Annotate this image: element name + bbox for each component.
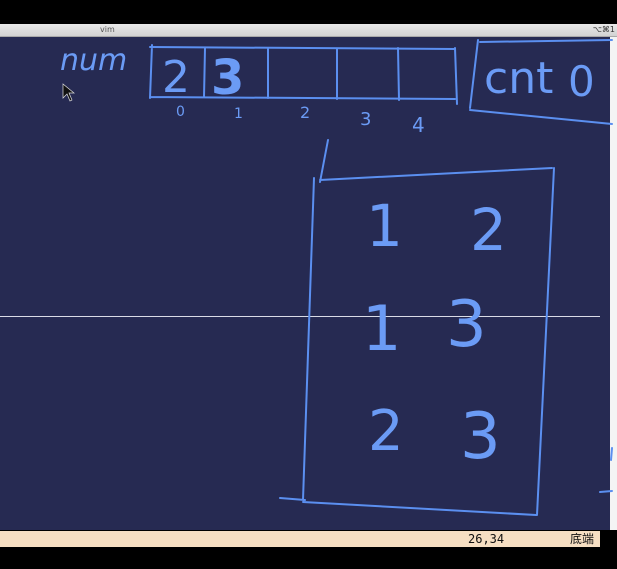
array-label: num — [60, 43, 127, 78]
array-cell-0: 2 — [162, 52, 190, 103]
array-index-1: 1 — [234, 106, 243, 122]
cursor-position: 26,34 — [468, 532, 505, 546]
pair-table-box — [279, 139, 555, 516]
window-title: vim — [100, 25, 115, 34]
stray-mark — [599, 447, 613, 493]
pair-0-first: 1 — [366, 192, 403, 260]
command-line[interactable] — [0, 547, 617, 569]
array-index-4: 4 — [412, 113, 425, 137]
counter-label: cnt — [484, 53, 553, 104]
counter-value: 0 — [568, 57, 595, 106]
array-index-3: 3 — [360, 109, 371, 130]
pair-1-first: 1 — [362, 292, 401, 365]
array-cell-dividers — [203, 47, 400, 101]
pair-0-second: 2 — [470, 196, 507, 264]
window-shortcut: ⌥⌘1 — [592, 25, 615, 34]
window-split-divider[interactable] — [0, 316, 600, 317]
counter-box — [469, 39, 613, 125]
scroll-position: 底端 — [570, 532, 595, 546]
pair-2-second: 3 — [460, 400, 501, 474]
array-index-0: 0 — [176, 104, 185, 120]
array-box — [149, 44, 458, 105]
pair-1-second: 3 — [446, 288, 487, 362]
pair-2-first: 2 — [368, 399, 404, 464]
status-line: 26,34 底端 — [0, 531, 600, 547]
title-bar[interactable]: vim ⌥⌘1 — [0, 24, 617, 37]
right-gutter — [610, 37, 617, 530]
array-cell-1: 3 — [211, 50, 244, 106]
mouse-pointer-icon — [62, 83, 75, 102]
array-index-2: 2 — [300, 103, 310, 122]
